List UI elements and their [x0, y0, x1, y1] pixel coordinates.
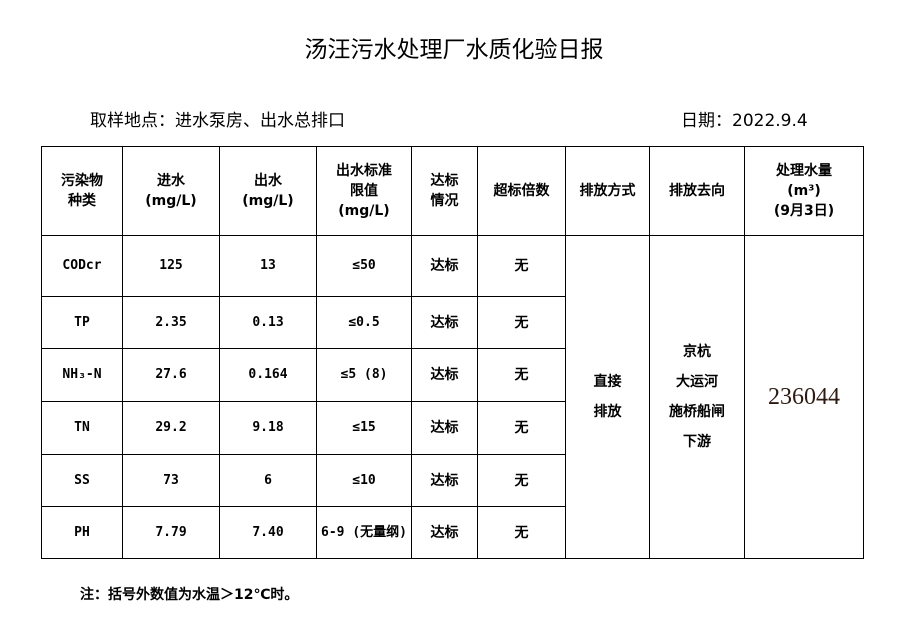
outflow-cell: 0.13: [219, 296, 317, 349]
pollutant-cell: SS: [41, 454, 123, 507]
destination-line: 下游: [683, 434, 711, 450]
table-row: SS 73 6 ≤10 达标无: [41, 454, 864, 507]
pollutant-cell: TP: [41, 296, 123, 349]
treated-volume-cell: 236044: [744, 235, 864, 559]
exceed-cell: 无: [477, 296, 566, 349]
inflow-cell: 27.6: [122, 348, 220, 402]
status-cell: 达标: [411, 506, 478, 559]
exceed-cell: 无: [477, 235, 566, 297]
limit-cell: ≤5 (8): [316, 348, 412, 402]
inflow-cell: 73: [122, 454, 220, 507]
table-row: NH₃-N 27.6 0.164 ≤5 (8) 达标无: [41, 348, 864, 402]
destination-line: 施桥船闸: [669, 404, 725, 420]
status-cell: 达标: [411, 235, 478, 297]
status-cell: 达标: [411, 348, 478, 402]
method-line: 直接: [593, 374, 622, 390]
inflow-cell: 7.79: [122, 506, 220, 559]
table-row: TP 2.35 0.13 ≤0.5 达标无: [41, 296, 864, 349]
inflow-cell: 29.2: [122, 401, 220, 455]
limit-cell: ≤0.5: [316, 296, 412, 349]
exceed-cell: 无: [477, 348, 566, 402]
pollutant-cell: TN: [41, 401, 123, 455]
header-method: 排放方式: [565, 146, 650, 236]
pollutant-cell: NH₃-N: [41, 348, 123, 402]
table-row: PH 7.79 7.40 6-9 (无量纲) 达标无: [41, 506, 864, 559]
table-row: CODcr 125 13 ≤50 达标无直接 排放 京杭 大运河 施桥船闸 下游 236044: [41, 235, 864, 559]
limit-cell: ≤10: [316, 454, 412, 507]
header-limit: 出水标准 限值 (mg/L): [316, 146, 412, 236]
status-cell: 达标: [411, 401, 478, 455]
exceed-cell: 无: [477, 401, 566, 455]
inflow-cell: 125: [122, 235, 220, 297]
report-date: 日期：2022.9.4: [681, 111, 808, 131]
footnote: 注：括号外数值为水温＞12℃时。: [80, 587, 299, 603]
header-outflow: 出水 (mg/L): [219, 146, 317, 236]
status-cell: 达标: [411, 296, 478, 349]
exceed-cell: 无: [477, 506, 566, 559]
inflow-cell: 2.35: [122, 296, 220, 349]
outflow-cell: 6: [219, 454, 317, 507]
status-cell: 达标: [411, 454, 478, 507]
header-dest: 排放去向: [649, 146, 745, 236]
header-pollutant: 污染物 种类: [41, 146, 123, 236]
outflow-cell: 0.164: [219, 348, 317, 402]
table-row: TN 29.2 9.18 ≤15 达标无: [41, 401, 864, 455]
discharge-destination-cell: 京杭大运河施桥船闸下游: [649, 235, 745, 559]
discharge-method-cell: 直接 排放: [565, 235, 650, 559]
report-title: 汤汪污水处理厂水质化验日报: [304, 37, 604, 63]
header-inflow: 进水 (mg/L): [122, 146, 220, 236]
outflow-cell: 13: [219, 235, 317, 297]
sampling-location: 取样地点：进水泵房、出水总排口: [90, 111, 345, 131]
water-quality-table: 污染物 种类 进水 (mg/L) 出水 (mg/L) 出水标准 限值 (mg/L) 达标情…: [41, 146, 864, 559]
outflow-cell: 7.40: [219, 506, 317, 559]
pollutant-cell: CODcr: [41, 235, 123, 297]
limit-cell: 6-9 (无量纲): [316, 506, 412, 559]
pollutant-cell: PH: [41, 506, 123, 559]
limit-cell: ≤15: [316, 401, 412, 455]
limit-cell: ≤50: [316, 235, 412, 297]
destination-line: 大运河: [676, 374, 718, 390]
destination-line: 京杭: [683, 344, 711, 360]
header-volume: 处理水量 (m³) (9月3日): [744, 146, 864, 236]
header-status: 达标 情况: [411, 146, 478, 236]
header-exceed: 超标倍数: [477, 146, 566, 236]
method-line: 排放: [593, 404, 622, 420]
outflow-cell: 9.18: [219, 401, 317, 455]
header-row: 污染物 种类 进水 (mg/L) 出水 (mg/L) 出水标准 限值 (mg/L) 达标情…: [41, 146, 864, 236]
exceed-cell: 无: [477, 454, 566, 507]
